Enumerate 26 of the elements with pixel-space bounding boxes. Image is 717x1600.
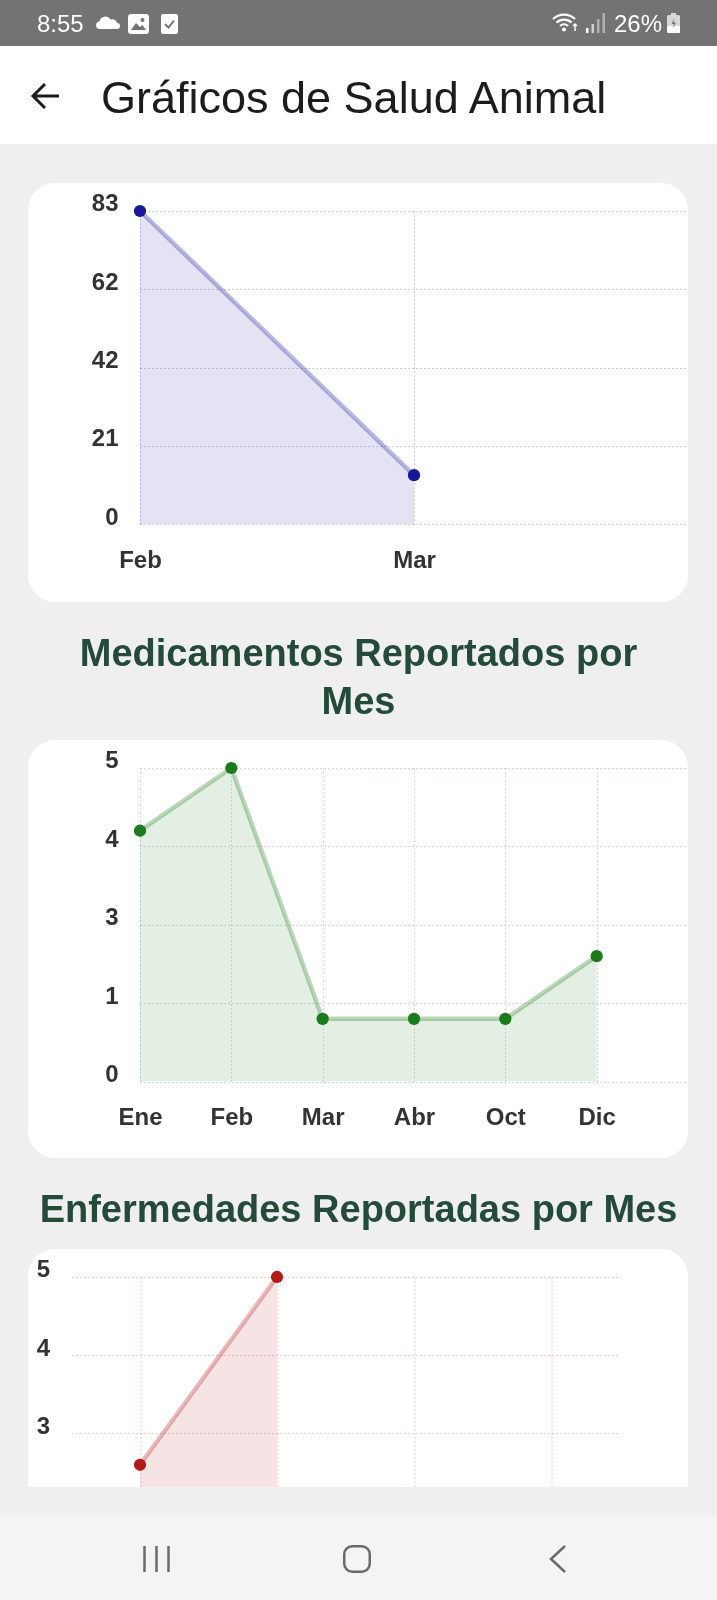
chart-title: Enfermedades Reportadas por Mes: [38, 1187, 679, 1233]
x-tick-label: Dic: [578, 1103, 616, 1131]
y-tick-label: 62: [91, 267, 119, 295]
y-tick-label: 3: [105, 903, 119, 931]
x-tick-label: Abr: [393, 1103, 436, 1131]
y-tick-label: 3: [36, 1411, 51, 1439]
y-tick-label: 4: [105, 825, 120, 853]
y-tick-label: 83: [91, 189, 119, 217]
y-tick-label: 21: [91, 424, 119, 452]
y-tick-label: 1: [105, 982, 119, 1010]
x-tick-label: Mar: [301, 1103, 345, 1131]
y-tick-label: 5: [36, 1255, 51, 1283]
chart-title: Gráficos de Salud Animal: [101, 72, 607, 124]
x-tick-label: Ene: [118, 1103, 163, 1131]
text: 26%: [613, 10, 662, 38]
x-tick-label: Oct: [485, 1103, 526, 1131]
y-tick-label: 0: [105, 1060, 119, 1088]
y-tick-label: 42: [91, 345, 119, 373]
y-tick-label: 0: [105, 502, 119, 530]
text: 8:55: [37, 10, 84, 38]
x-tick-label: Feb: [119, 545, 162, 573]
y-tick-label: 4: [36, 1333, 51, 1361]
chart-title: Medicamentos Reportados por Mes: [78, 631, 639, 724]
x-tick-label: Mar: [393, 545, 436, 573]
y-tick-label: 5: [105, 746, 119, 774]
x-tick-label: Feb: [210, 1103, 254, 1131]
